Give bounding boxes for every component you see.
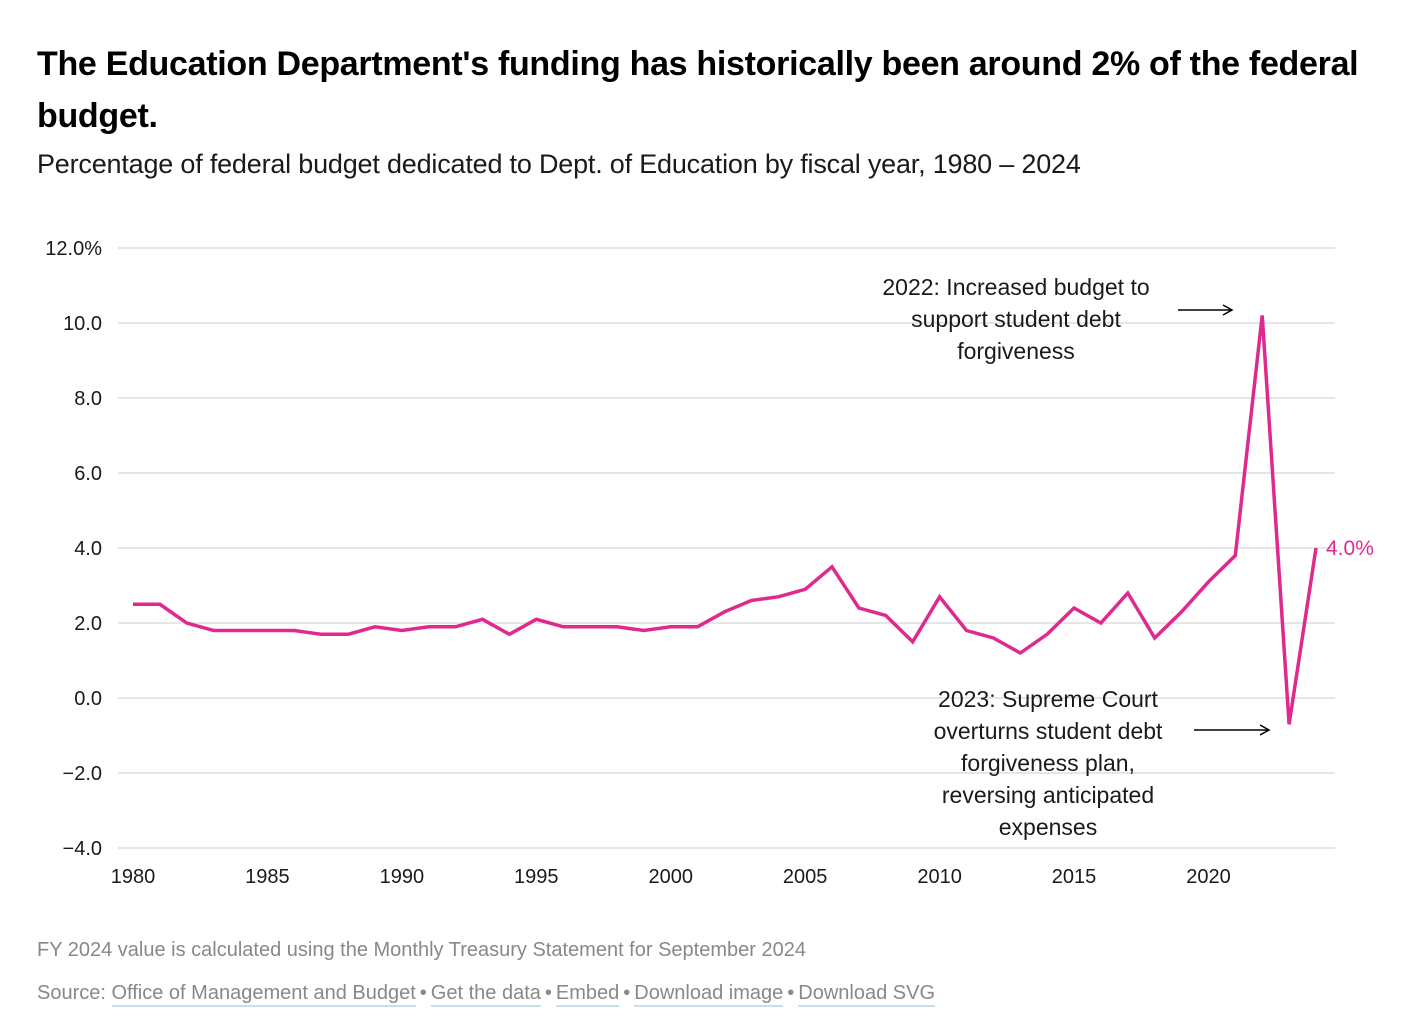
separator: • (544, 982, 552, 1004)
embed-link[interactable]: Embed (555, 982, 620, 1007)
x-tick-label: 2005 (783, 866, 828, 888)
annotation-text: overturns student debt (934, 718, 1163, 744)
annotation-2022: 2022: Increased budget to support student… (882, 274, 1234, 364)
x-tick-label: 1990 (380, 866, 425, 888)
y-axis: 12.0% 10.0 8.0 6.0 4.0 2.0 0.0 −2.0 −4.0 (45, 238, 102, 860)
annotation-text: 2022: Increased budget to (882, 274, 1149, 300)
x-tick-label: 2000 (648, 866, 693, 888)
separator: • (419, 982, 427, 1004)
end-value-label: 4.0% (1326, 537, 1374, 560)
x-tick-label: 2010 (917, 866, 962, 888)
chart-note: FY 2024 value is calculated using the Mo… (37, 939, 806, 961)
annotation-text: expenses (999, 814, 1097, 840)
download-svg-link[interactable]: Download SVG (798, 982, 936, 1007)
y-tick-label: 2.0 (74, 613, 102, 635)
y-tick-label: 6.0 (74, 463, 102, 485)
y-tick-label: 8.0 (74, 388, 102, 410)
x-tick-label: 1995 (514, 866, 559, 888)
x-tick-label: 1980 (111, 866, 156, 888)
separator: • (623, 982, 631, 1004)
y-tick-label: 10.0 (63, 313, 102, 335)
annotation-2023: 2023: Supreme Court overturns student deb… (934, 686, 1271, 840)
annotation-text: forgiveness plan, (961, 750, 1135, 776)
chart-title: The Education Department's funding has h… (37, 45, 1359, 135)
download-image-link[interactable]: Download image (634, 982, 784, 1007)
chart-subtitle: Percentage of federal budget dedicated t… (37, 149, 1081, 179)
series-layer: 4.0% (133, 315, 1374, 725)
source-link[interactable]: Office of Management and Budget (111, 982, 416, 1007)
separator: • (787, 982, 795, 1004)
annotation-text: support student debt (911, 306, 1121, 332)
gridlines (118, 247, 1335, 849)
source-line: Source: Office of Management and Budget •… (37, 979, 936, 1007)
get-data-link[interactable]: Get the data (430, 982, 541, 1007)
y-tick-label: −2.0 (63, 763, 102, 785)
source-label: Source: (37, 982, 106, 1004)
series-line (133, 315, 1318, 725)
y-tick-label: 4.0 (74, 538, 102, 560)
y-tick-label: 0.0 (74, 688, 102, 710)
x-axis: 1980 1985 1990 1995 2000 2005 2010 2015 2020 (111, 866, 1231, 888)
annotation-text: reversing anticipated (942, 782, 1154, 808)
x-tick-label: 2020 (1186, 866, 1231, 888)
x-tick-label: 1985 (245, 866, 290, 888)
annotations: 2022: Increased budget to support student… (882, 274, 1271, 840)
x-tick-label: 2015 (1052, 866, 1097, 888)
y-tick-label: 12.0% (45, 238, 102, 260)
annotation-text: 2023: Supreme Court (938, 686, 1159, 712)
y-tick-label: −4.0 (63, 838, 102, 860)
annotation-text: forgiveness (957, 338, 1075, 364)
